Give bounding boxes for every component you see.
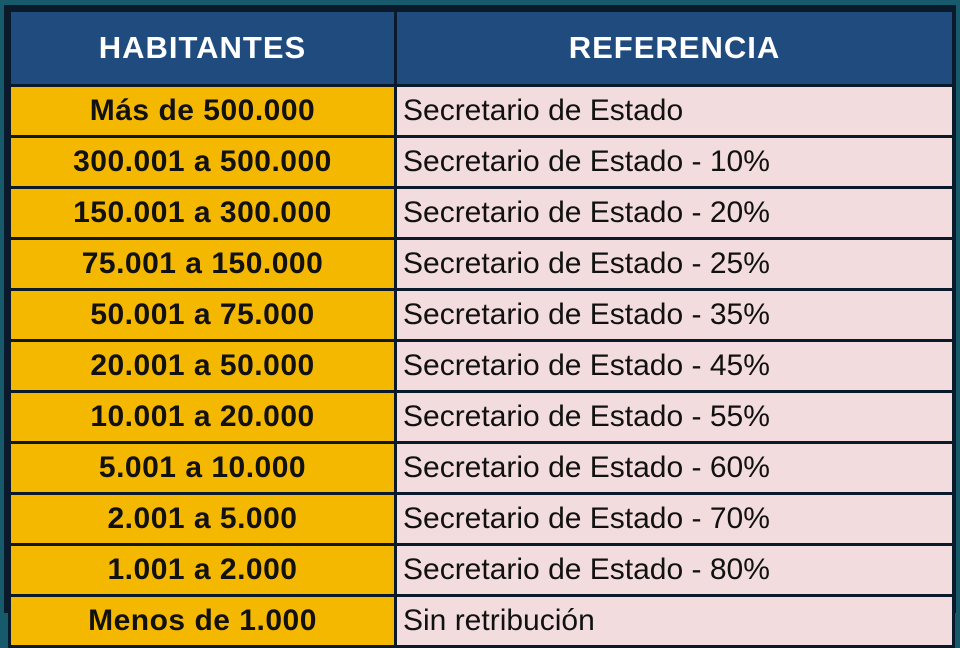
habitantes-cell: 2.001 a 5.000 bbox=[8, 492, 397, 546]
table-row: Menos de 1.000 Sin retribución bbox=[8, 594, 955, 648]
referencia-cell: Secretario de Estado - 80% bbox=[394, 543, 955, 597]
habitantes-cell: Menos de 1.000 bbox=[8, 594, 397, 648]
habitantes-cell: 50.001 a 75.000 bbox=[8, 288, 397, 342]
habitantes-cell: Más de 500.000 bbox=[8, 84, 397, 138]
table-frame: HABITANTES REFERENCIA Más de 500.000 Sec… bbox=[4, 5, 956, 648]
referencia-cell: Secretario de Estado - 55% bbox=[394, 390, 955, 444]
habitantes-cell: 20.001 a 50.000 bbox=[8, 339, 397, 393]
table-row: 10.001 a 20.000 Secretario de Estado - 5… bbox=[8, 390, 955, 444]
table-row: 150.001 a 300.000 Secretario de Estado -… bbox=[8, 186, 955, 240]
table-row: 75.001 a 150.000 Secretario de Estado - … bbox=[8, 237, 955, 291]
referencia-cell: Secretario de Estado - 60% bbox=[394, 441, 955, 495]
header-habitantes: HABITANTES bbox=[8, 9, 397, 87]
referencia-cell: Secretario de Estado bbox=[394, 84, 955, 138]
table-header-row: HABITANTES REFERENCIA bbox=[8, 9, 955, 87]
header-referencia: REFERENCIA bbox=[394, 9, 955, 87]
habitantes-cell: 75.001 a 150.000 bbox=[8, 237, 397, 291]
referencia-cell: Secretario de Estado - 10% bbox=[394, 135, 955, 189]
referencia-cell: Sin retribución bbox=[394, 594, 955, 648]
table-row: 300.001 a 500.000 Secretario de Estado -… bbox=[8, 135, 955, 189]
referencia-cell: Secretario de Estado - 25% bbox=[394, 237, 955, 291]
habitantes-cell: 5.001 a 10.000 bbox=[8, 441, 397, 495]
habitantes-cell: 300.001 a 500.000 bbox=[8, 135, 397, 189]
table-row: 1.001 a 2.000 Secretario de Estado - 80% bbox=[8, 543, 955, 597]
table-row: 5.001 a 10.000 Secretario de Estado - 60… bbox=[8, 441, 955, 495]
habitantes-cell: 150.001 a 300.000 bbox=[8, 186, 397, 240]
referencia-cell: Secretario de Estado - 70% bbox=[394, 492, 955, 546]
table-row: Más de 500.000 Secretario de Estado bbox=[8, 84, 955, 138]
table-row: 2.001 a 5.000 Secretario de Estado - 70% bbox=[8, 492, 955, 546]
retribution-table: HABITANTES REFERENCIA Más de 500.000 Sec… bbox=[8, 9, 955, 648]
habitantes-cell: 10.001 a 20.000 bbox=[8, 390, 397, 444]
table-row: 20.001 a 50.000 Secretario de Estado - 4… bbox=[8, 339, 955, 393]
habitantes-cell: 1.001 a 2.000 bbox=[8, 543, 397, 597]
table-row: 50.001 a 75.000 Secretario de Estado - 3… bbox=[8, 288, 955, 342]
referencia-cell: Secretario de Estado - 45% bbox=[394, 339, 955, 393]
referencia-cell: Secretario de Estado - 35% bbox=[394, 288, 955, 342]
referencia-cell: Secretario de Estado - 20% bbox=[394, 186, 955, 240]
